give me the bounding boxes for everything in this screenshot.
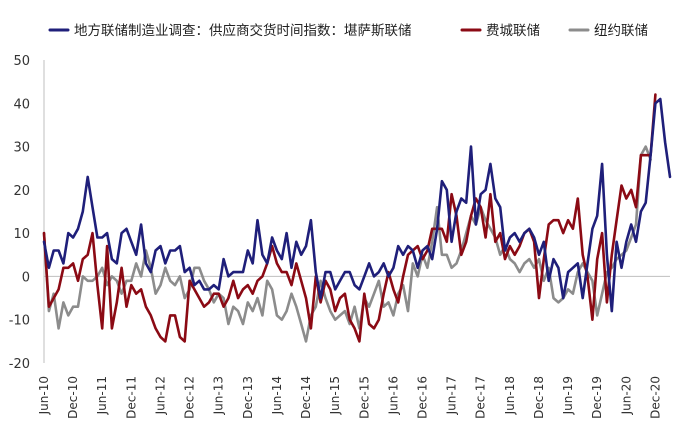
legend-label: 地方联储制造业调查：供应商交货时间指数：堪萨斯联储 <box>74 22 412 39</box>
x-tick-label: Dec-19 <box>590 376 604 419</box>
y-tick-label: 30 <box>13 141 30 156</box>
legend-label: 纽约联储 <box>594 23 648 39</box>
x-tick-label: Jun-10 <box>37 376 51 415</box>
x-tick-label: Dec-18 <box>532 376 546 419</box>
x-tick-label: Jun-17 <box>445 376 459 415</box>
series-line-1 <box>42 93 657 343</box>
x-tick-label: Jun-20 <box>619 376 633 415</box>
y-tick-label: -20 <box>9 357 30 372</box>
x-tick-label: Jun-15 <box>328 376 342 415</box>
x-tick-label: Jun-12 <box>153 376 167 415</box>
x-tick-label: Jun-16 <box>386 376 400 415</box>
x-tick-label: Dec-16 <box>416 376 430 419</box>
x-axis: Jun-10 Dec-10 Jun-11 Dec-11 Jun-12 Dec-12 Jun-… <box>37 275 670 419</box>
series-line-0 <box>42 97 672 313</box>
x-tick-label: Dec-12 <box>183 376 197 419</box>
x-tick-label: Jun-14 <box>270 376 284 415</box>
x-tick-label: Dec-10 <box>66 376 80 419</box>
chart-legend: 地方联储制造业调查：供应商交货时间指数：堪萨斯联储 费城联储 纽约联储 <box>48 22 648 39</box>
x-tick-label: Dec-14 <box>299 376 313 419</box>
x-tick-label: Dec-17 <box>474 376 488 419</box>
y-tick-label: -10 <box>9 314 30 329</box>
y-tick-label: 40 <box>13 97 30 112</box>
x-tick-label: Dec-13 <box>241 376 255 419</box>
y-tick-label: 0 <box>22 270 30 285</box>
x-tick-label: Jun-11 <box>95 376 109 415</box>
y-tick-label: 50 <box>13 54 30 69</box>
y-axis: -20 -10 0 10 20 30 40 50 <box>9 54 45 372</box>
legend-label: 费城联储 <box>486 23 540 39</box>
x-tick-label: Dec-15 <box>357 376 371 419</box>
y-tick-label: 10 <box>13 227 30 242</box>
plot-area <box>42 93 672 343</box>
x-tick-label: Jun-19 <box>561 376 575 415</box>
x-tick-label: Dec-11 <box>124 376 138 419</box>
x-tick-label: Jun-18 <box>503 376 517 415</box>
y-tick-label: 20 <box>13 184 30 199</box>
x-tick-label: Dec-20 <box>648 376 662 419</box>
x-tick-label: Jun-13 <box>212 376 226 415</box>
